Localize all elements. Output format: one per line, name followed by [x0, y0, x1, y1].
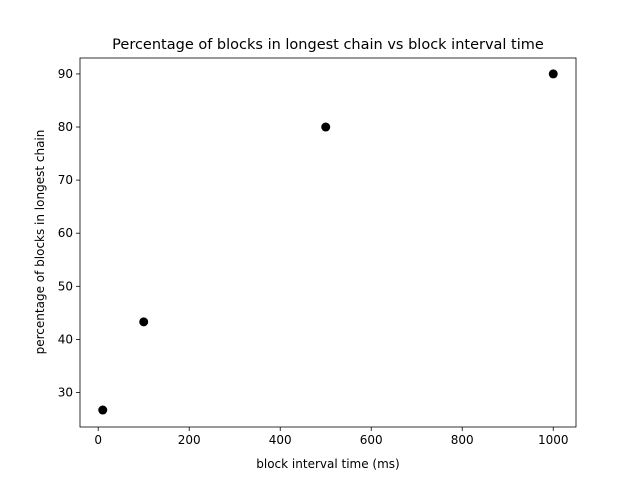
x-tick-label: 400: [269, 433, 292, 447]
x-axis-label: block interval time (ms): [256, 457, 399, 471]
y-tick-label: 30: [58, 385, 73, 399]
y-tick-label: 50: [58, 279, 73, 293]
data-point: [139, 317, 149, 327]
data-point: [548, 69, 558, 79]
plot-area: 0 200 400 600 800 1000 30 40 50 60 70 80 90: [58, 57, 577, 447]
axes-frame: [79, 57, 577, 428]
x-tick-label: 600: [360, 433, 383, 447]
chart-title: Percentage of blocks in longest chain vs…: [112, 37, 544, 53]
x-tick-label: 800: [451, 433, 474, 447]
y-tick-label: 70: [58, 173, 73, 187]
x-tick-label: 1000: [538, 433, 569, 447]
y-tick-label: 90: [58, 67, 73, 81]
y-axis-label: percentage of blocks in longest chain: [33, 130, 47, 355]
data-point: [321, 122, 331, 132]
x-tick-label: 0: [94, 433, 102, 447]
y-tick-label: 60: [58, 226, 73, 240]
y-tick-label: 80: [58, 120, 73, 134]
data-point: [98, 405, 108, 415]
y-tick-label: 40: [58, 332, 73, 346]
x-tick-label: 200: [178, 433, 201, 447]
